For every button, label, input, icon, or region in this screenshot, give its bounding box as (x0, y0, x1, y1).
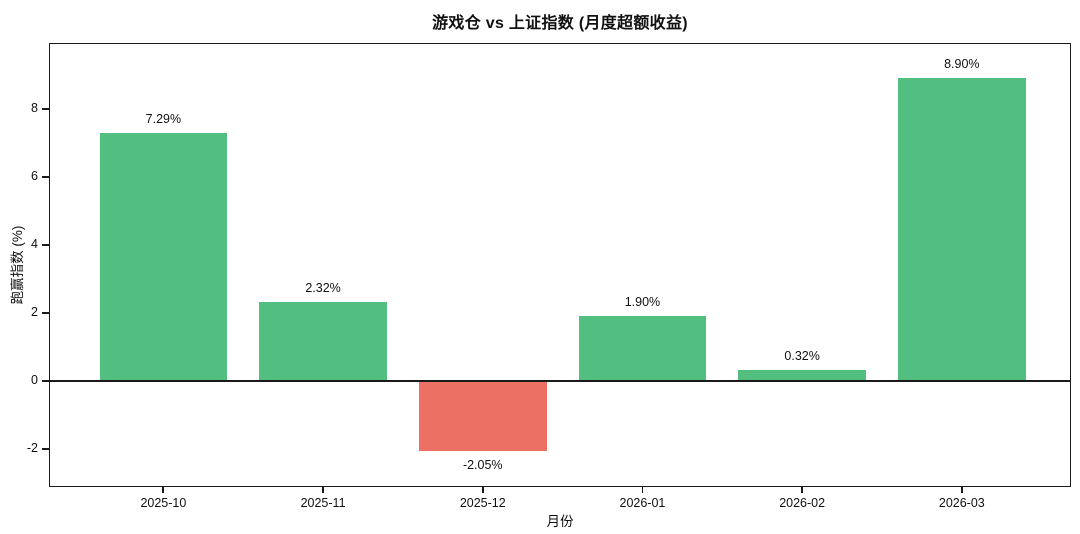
x-tick-mark (481, 486, 484, 493)
x-axis-label: 月份 (546, 514, 574, 529)
zero-line (50, 380, 1070, 382)
y-tick-label: 8 (31, 100, 38, 115)
chart-title: 游戏仓 vs 上证指数 (月度超额收益) (432, 15, 688, 32)
bar-value-label: 0.32% (784, 349, 820, 364)
y-tick-mark (42, 176, 49, 178)
y-tick-mark (42, 312, 49, 314)
y-tick-mark (42, 108, 49, 110)
bar-value-label: 2.32% (305, 281, 341, 296)
y-tick-label: 2 (31, 304, 38, 319)
y-tick-mark (42, 380, 49, 382)
x-tick-label: 2025-11 (300, 496, 346, 510)
bar-2026-01 (578, 316, 707, 381)
bar-value-label: -2.05% (462, 457, 503, 472)
x-tick-label: 2025-12 (459, 496, 506, 510)
x-tick-label: 2026-02 (779, 496, 826, 510)
bar-2025-11 (259, 302, 387, 381)
y-tick-label: 0 (31, 372, 38, 387)
bar-2026-03 (897, 78, 1026, 381)
bar-2025-10 (99, 133, 228, 381)
x-tick-label: 2026-01 (619, 496, 666, 510)
x-tick-mark (960, 486, 963, 493)
bar-value-label: 1.90% (624, 295, 661, 310)
x-tick-mark (322, 486, 324, 493)
x-tick-label: 2025-10 (140, 496, 187, 510)
x-tick-mark (801, 486, 804, 493)
y-tick-mark (42, 244, 49, 246)
x-tick-mark (162, 486, 165, 493)
y-tick-label: -2 (26, 440, 38, 455)
bar-value-label: 8.90% (944, 57, 980, 72)
y-tick-label: 6 (31, 168, 38, 183)
bar-value-label: 7.29% (145, 112, 182, 127)
y-tick-label: 4 (31, 236, 38, 251)
y-tick-mark (42, 448, 49, 450)
bar-2025-12 (418, 380, 547, 451)
plot-area: -2 0 2 4 6 8 7.29% 2025-10 2.32% 2025-11 -2.05% 202… (27, 43, 1071, 510)
x-tick-mark (641, 486, 644, 493)
bar-2026-02 (738, 370, 866, 381)
x-tick-label: 2026-03 (938, 496, 985, 510)
